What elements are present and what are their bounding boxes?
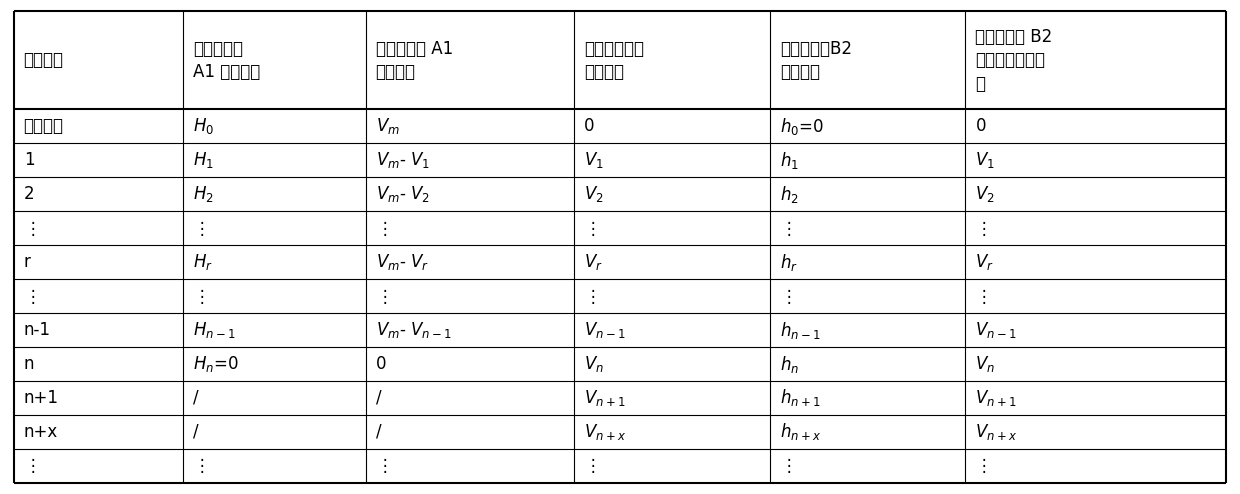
Text: $V_1$: $V_1$ — [584, 150, 604, 170]
Text: $V_m$: $V_m$ — [376, 117, 399, 136]
Text: 操作序号: 操作序号 — [24, 51, 63, 69]
Text: n+1: n+1 — [24, 389, 58, 407]
Text: $\vdots$: $\vdots$ — [193, 287, 205, 306]
Text: 0: 0 — [976, 118, 986, 135]
Text: $\vdots$: $\vdots$ — [376, 287, 387, 306]
Text: $\vdots$: $\vdots$ — [976, 219, 987, 238]
Text: $V_1$: $V_1$ — [976, 150, 996, 170]
Text: $h_{n+x}$: $h_{n+x}$ — [780, 421, 821, 443]
Text: $\vdots$: $\vdots$ — [376, 456, 387, 475]
Text: 卧式金属罐B2
标定高度: 卧式金属罐B2 标定高度 — [780, 40, 852, 81]
Text: $H_1$: $H_1$ — [193, 150, 215, 170]
Text: $V_{n+1}$: $V_{n+1}$ — [584, 388, 626, 408]
Text: $h_r$: $h_r$ — [780, 251, 797, 273]
Text: /: / — [193, 389, 198, 407]
Text: $\vdots$: $\vdots$ — [193, 456, 205, 475]
Text: $V_{n+1}$: $V_{n+1}$ — [976, 388, 1017, 408]
Text: $\vdots$: $\vdots$ — [24, 219, 35, 238]
Text: /: / — [376, 389, 381, 407]
Text: 初始状态: 初始状态 — [24, 118, 63, 135]
Text: $V_2$: $V_2$ — [584, 184, 604, 205]
Text: $H_{n-1}$: $H_{n-1}$ — [193, 320, 236, 340]
Text: $\vdots$: $\vdots$ — [24, 456, 35, 475]
Text: n: n — [24, 355, 35, 373]
Text: $\vdots$: $\vdots$ — [24, 287, 35, 306]
Text: $V_{n-1}$: $V_{n-1}$ — [584, 320, 626, 340]
Text: n-1: n-1 — [24, 321, 51, 339]
Text: $V_m$- $V_2$: $V_m$- $V_2$ — [376, 184, 430, 205]
Text: $\vdots$: $\vdots$ — [780, 456, 791, 475]
Text: n+x: n+x — [24, 423, 58, 441]
Text: $\vdots$: $\vdots$ — [584, 219, 595, 238]
Text: $h_n$: $h_n$ — [780, 354, 799, 374]
Text: 1: 1 — [24, 151, 35, 169]
Text: $V_m$- $V_1$: $V_m$- $V_1$ — [376, 150, 430, 170]
Text: $H_n$=0: $H_n$=0 — [193, 354, 239, 374]
Text: $V_{n+x}$: $V_{n+x}$ — [976, 422, 1017, 442]
Text: $H_0$: $H_0$ — [193, 117, 215, 136]
Text: /: / — [376, 423, 381, 441]
Text: $\vdots$: $\vdots$ — [976, 456, 987, 475]
Text: $\vdots$: $\vdots$ — [193, 219, 205, 238]
Text: r: r — [24, 253, 31, 271]
Text: $V_m$- $V_{n-1}$: $V_m$- $V_{n-1}$ — [376, 320, 451, 340]
Text: 标准金属量器
累积容积: 标准金属量器 累积容积 — [584, 40, 645, 81]
Text: $H_2$: $H_2$ — [193, 184, 213, 205]
Text: $V_m$- $V_r$: $V_m$- $V_r$ — [376, 252, 429, 272]
Text: $V_{n+x}$: $V_{n+x}$ — [584, 422, 626, 442]
Text: $\vdots$: $\vdots$ — [584, 456, 595, 475]
Text: 0: 0 — [584, 118, 595, 135]
Text: $V_r$: $V_r$ — [976, 252, 994, 272]
Text: 卧式金属罐 B2
标定高度对应容
积: 卧式金属罐 B2 标定高度对应容 积 — [976, 28, 1053, 93]
Text: /: / — [193, 423, 198, 441]
Text: $V_n$: $V_n$ — [584, 354, 604, 374]
Text: 2: 2 — [24, 185, 35, 204]
Text: $V_r$: $V_r$ — [584, 252, 603, 272]
Text: $\vdots$: $\vdots$ — [780, 287, 791, 306]
Text: $h_{n+1}$: $h_{n+1}$ — [780, 387, 821, 409]
Text: 卧式金属罐
A1 标定高度: 卧式金属罐 A1 标定高度 — [193, 40, 260, 81]
Text: $\vdots$: $\vdots$ — [780, 219, 791, 238]
Text: $\vdots$: $\vdots$ — [976, 287, 987, 306]
Text: $V_n$: $V_n$ — [976, 354, 996, 374]
Text: $H_r$: $H_r$ — [193, 252, 213, 272]
Text: 卧式金属罐 A1
对应容积: 卧式金属罐 A1 对应容积 — [376, 40, 453, 81]
Text: 0: 0 — [376, 355, 386, 373]
Text: $h_{n-1}$: $h_{n-1}$ — [780, 320, 821, 340]
Text: $V_{n-1}$: $V_{n-1}$ — [976, 320, 1017, 340]
Text: $h_2$: $h_2$ — [780, 184, 799, 205]
Text: $\vdots$: $\vdots$ — [376, 219, 387, 238]
Text: $h_0$=0: $h_0$=0 — [780, 116, 823, 137]
Text: $V_2$: $V_2$ — [976, 184, 994, 205]
Text: $h_1$: $h_1$ — [780, 150, 799, 171]
Text: $\vdots$: $\vdots$ — [584, 287, 595, 306]
